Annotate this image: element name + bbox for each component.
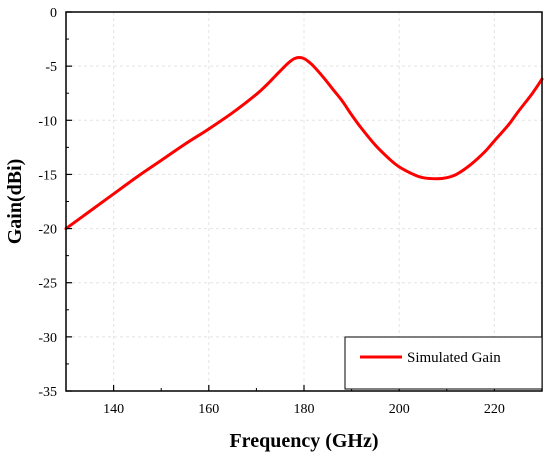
legend: Simulated Gain <box>344 336 543 390</box>
x-tick-label: 220 <box>484 402 505 417</box>
legend-box <box>344 336 543 390</box>
x-axis-title: Frequency (GHz) <box>229 430 378 452</box>
series-layer <box>64 55 544 231</box>
x-tick-label: 200 <box>389 402 410 417</box>
ticks-layer: 140 160 180 200 220 0 -5 -10 -15 -20 -25 -30 -35 <box>38 6 543 417</box>
legend-label: Simulated Gain <box>407 350 501 366</box>
x-tick-label: 160 <box>198 402 219 417</box>
y-tick-label: 0 <box>50 6 57 21</box>
x-tick-label: 140 <box>103 402 124 417</box>
y-tick-label: -5 <box>45 60 57 75</box>
y-tick-label: -15 <box>38 168 57 183</box>
y-tick-label: -20 <box>38 223 57 238</box>
x-tick-label: 180 <box>294 402 315 417</box>
series-line-simulated-gain <box>64 55 544 231</box>
y-tick-label: -10 <box>38 114 57 129</box>
y-tick-label: -30 <box>38 331 57 346</box>
y-axis-title: Gain(dBi) <box>4 159 26 245</box>
y-tick-label: -35 <box>38 385 57 400</box>
y-tick-label: -25 <box>38 277 57 292</box>
